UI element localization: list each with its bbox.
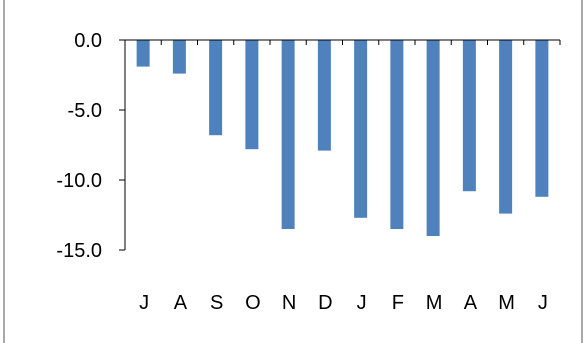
bar-1	[172, 40, 186, 74]
bar-3	[245, 40, 259, 150]
x-tick-label: J	[538, 292, 548, 314]
bar-5	[317, 40, 331, 151]
x-tick-label: A	[174, 292, 188, 314]
x-tick-label: J	[357, 292, 367, 314]
bar-0	[136, 40, 150, 67]
bars-group	[136, 40, 549, 236]
bar-6	[354, 40, 368, 218]
bar-2	[209, 40, 223, 136]
x-tick-label: M	[498, 292, 515, 314]
x-tick-label: F	[392, 292, 404, 314]
bar-7	[390, 40, 404, 229]
x-tick-label: O	[245, 292, 261, 314]
bar-11	[535, 40, 549, 197]
y-tick-label: 0.0	[74, 30, 102, 52]
x-tick-label: J	[139, 292, 149, 314]
x-tick-label: D	[318, 292, 332, 314]
y-tick-label: -10.0	[56, 170, 102, 192]
bar-10	[499, 40, 513, 214]
y-axis-labels: 0.0 -5.0 -10.0 -15.0	[56, 30, 102, 262]
y-axis-ticks	[119, 39, 125, 251]
x-tick-label: S	[210, 292, 223, 314]
x-axis-ticks	[160, 40, 561, 45]
x-tick-label: N	[282, 292, 296, 314]
x-tick-label: A	[464, 292, 478, 314]
bar-9	[462, 40, 476, 192]
bar-8	[426, 40, 440, 236]
bar-4	[281, 40, 295, 229]
x-tick-label: M	[426, 292, 443, 314]
y-tick-label: -5.0	[68, 100, 102, 122]
y-tick-label: -15.0	[56, 240, 102, 262]
